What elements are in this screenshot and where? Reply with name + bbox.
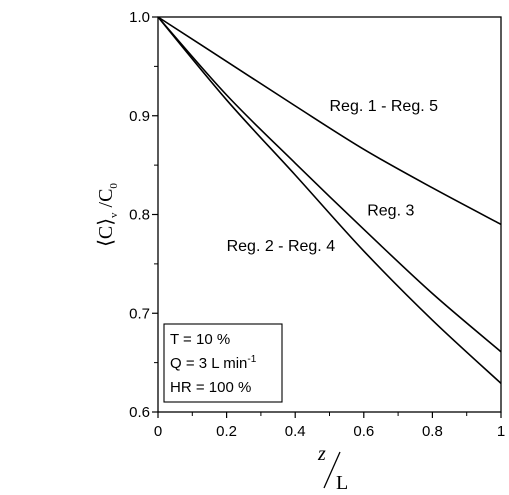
condition-text: HR = 100 % <box>170 379 251 396</box>
y-tick-label: 1.0 <box>129 9 150 26</box>
y-tick-label: 0.9 <box>129 108 150 125</box>
series-annotation: Reg. 3 <box>367 202 414 219</box>
labels: 0 0.2 0.4 0.6 0.8 1 0.6 0.7 0.8 0.9 1.0 Reg. 1 - Re… <box>95 9 505 494</box>
condition-text: Q = 3 L min-1 <box>170 354 257 372</box>
y-tick-label: 0.6 <box>129 404 150 421</box>
y-tick-label: 0.8 <box>129 207 150 224</box>
series-annotation: Reg. 1 - Reg. 5 <box>330 98 439 115</box>
conditions-box <box>163 323 283 403</box>
y-axis-label-part: ⟨C⟩ <box>95 218 117 247</box>
x-tick-label: 0.8 <box>422 423 443 440</box>
series-line <box>157 16 502 384</box>
x-tick-label: 0.6 <box>353 423 374 440</box>
series-line <box>157 16 502 353</box>
condition-superscript: -1 <box>247 354 256 365</box>
y-axis-label-part: / <box>95 201 117 212</box>
x-axis-fraction-slash <box>323 451 341 489</box>
series-line <box>157 16 502 226</box>
plot-area <box>157 16 502 384</box>
y-axis-label-part: v <box>108 212 120 218</box>
x-tick-label: 0 <box>154 423 162 440</box>
y-axis-label: ⟨C⟩v /C0 <box>95 183 120 247</box>
axes <box>152 16 502 489</box>
condition-text: T = 10 % <box>170 331 230 348</box>
y-axis-label-text: ⟨C⟩v /C0 <box>95 183 120 247</box>
x-tick-label: 0.2 <box>216 423 237 440</box>
x-tick-label: 1 <box>497 423 505 440</box>
series-annotation: Reg. 2 - Reg. 4 <box>227 238 336 255</box>
y-axis-label-part: C <box>95 189 117 202</box>
y-tick-label: 0.7 <box>129 305 150 322</box>
x-tick-label: 0.4 <box>285 423 306 440</box>
y-axis-label-part: 0 <box>108 183 120 189</box>
x-axis-numerator: z <box>317 443 326 465</box>
x-axis-denominator: L <box>336 472 348 494</box>
